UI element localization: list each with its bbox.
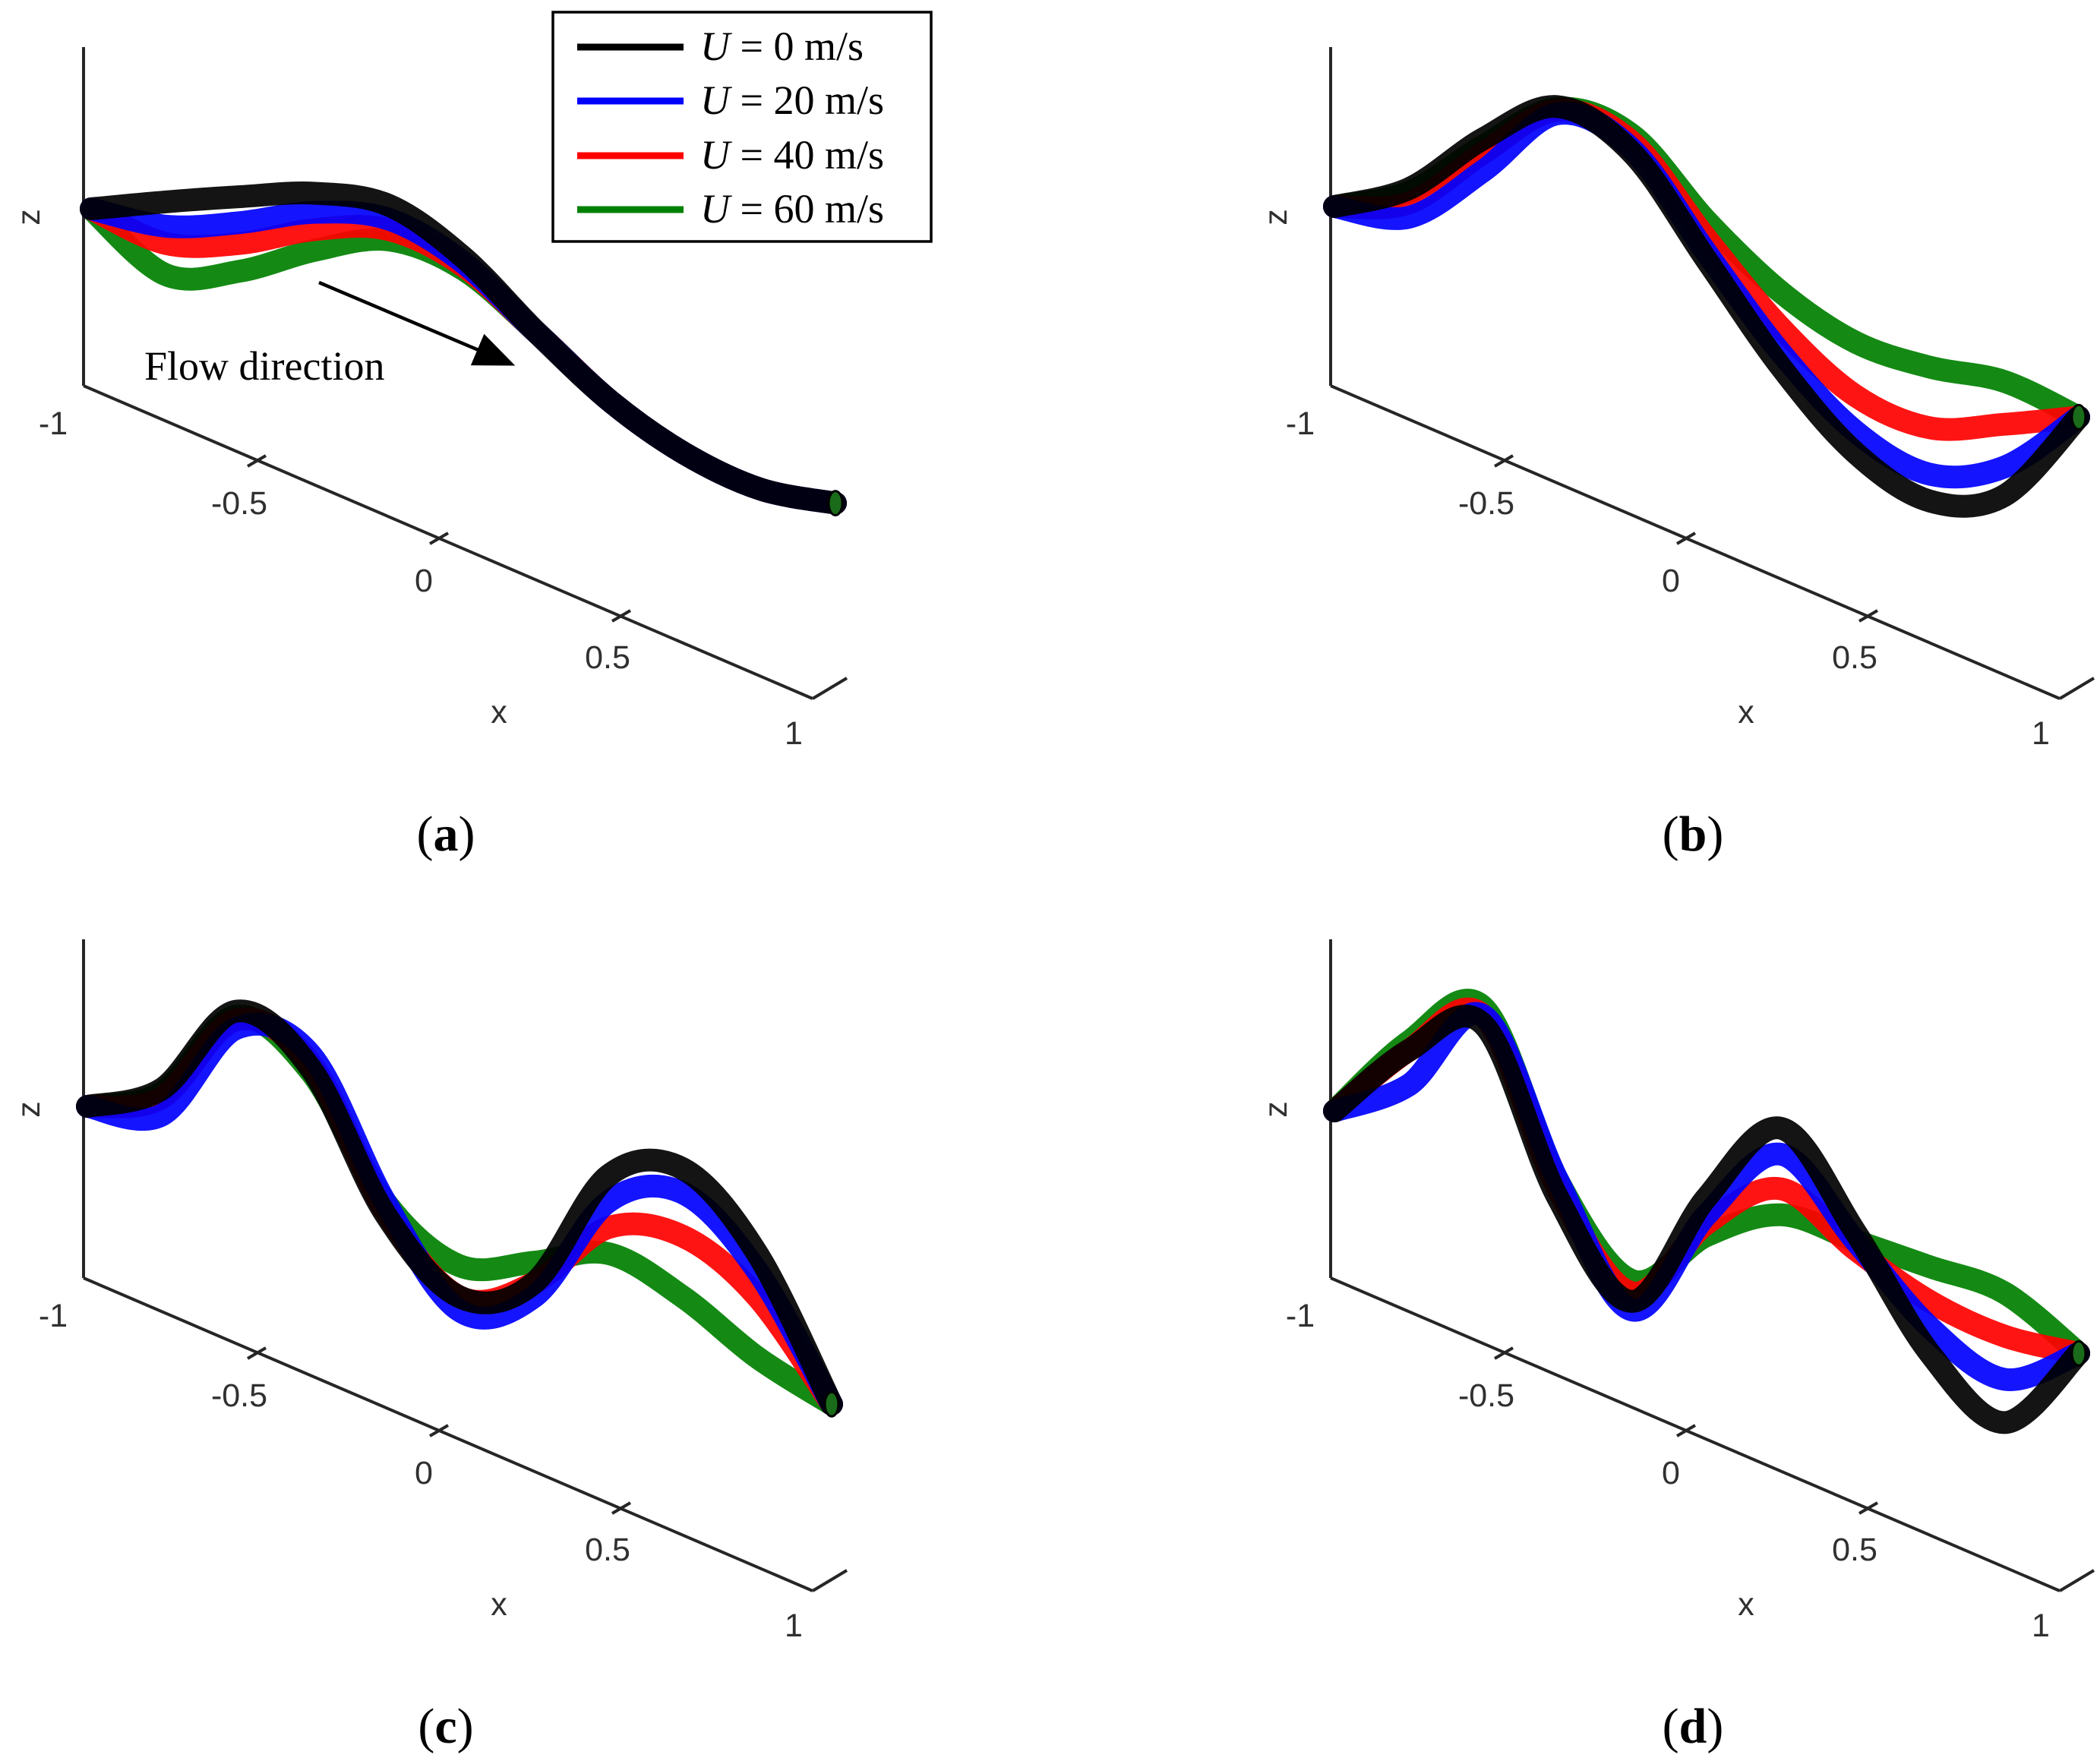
curves (1323, 95, 2090, 518)
x-axis (1330, 1276, 2061, 1592)
x-tick-label: 0 (1662, 563, 1680, 599)
z-axis-label: z (11, 1101, 47, 1118)
x-axis-end-tick (811, 1569, 848, 1592)
legend-label: U = 40 m/s (700, 132, 884, 178)
legend-label: U = 0 m/s (700, 24, 864, 69)
legend-entry: U = 40 m/s (577, 132, 884, 178)
x-tick-label: 1 (785, 715, 803, 752)
x-axis-label: x (491, 1586, 507, 1623)
legend: U = 0 m/s U = 20 m/s U = 40 m/s U = 60 m… (551, 11, 933, 243)
x-axis-label: x (1738, 694, 1754, 731)
z-axis-label: z (1258, 1101, 1294, 1118)
x-tick-label: 0 (1662, 1455, 1680, 1491)
z-axis-label: z (11, 209, 47, 226)
panel-caption: (a) (417, 806, 475, 862)
x-tick-label: 0 (415, 1455, 433, 1491)
x-axis (83, 384, 813, 700)
legend-entry: U = 20 m/s (577, 77, 884, 123)
x-tick-marks (1493, 1346, 1879, 1515)
x-tick-marks (246, 1346, 632, 1515)
x-tick-label: 1 (2032, 715, 2050, 752)
series-line-0-ms (80, 181, 847, 515)
x-tick-label: -1 (39, 1298, 68, 1334)
x-tick-label: 0 (415, 563, 433, 599)
x-axis-label: x (491, 694, 507, 731)
x-tick-marks (1493, 454, 1879, 623)
x-axis (1330, 384, 2061, 700)
x-axis (83, 1276, 813, 1592)
curves (76, 999, 843, 1418)
legend-entry: U = 0 m/s (577, 24, 864, 69)
x-tick-label: -0.5 (211, 485, 267, 522)
x-tick-label: 0.5 (1832, 1532, 1877, 1568)
curves (1323, 989, 2090, 1434)
x-tick-label: -0.5 (1458, 1377, 1514, 1414)
x-tick-label: -0.5 (211, 1377, 267, 1414)
x-tick-label: 0.5 (585, 1532, 630, 1568)
x-tick-label: -0.5 (1458, 485, 1514, 522)
tube-end-cap (823, 1390, 840, 1418)
panel-b: -1 -0.5 0 0.5 1 x z (b) (1258, 47, 2095, 862)
series-line-0-ms (1323, 95, 2090, 518)
panel-a: -1 -0.5 0 0.5 1 x z (a) Flow direction U… (11, 11, 933, 862)
legend-label: U = 60 m/s (700, 186, 884, 232)
z-axis-label: z (1258, 209, 1294, 226)
x-tick-label: 0.5 (1832, 639, 1877, 676)
curves (80, 181, 847, 517)
series-line-20-ms (76, 1012, 843, 1416)
x-tick-label: -1 (1286, 405, 1315, 442)
x-axis-label: x (1738, 1586, 1754, 1623)
x-tick-label: 1 (785, 1608, 803, 1644)
legend-label: U = 20 m/s (700, 77, 884, 123)
panel-caption: (b) (1663, 806, 1724, 862)
x-tick-label: -1 (39, 405, 68, 442)
x-tick-label: -1 (1286, 1298, 1315, 1334)
x-tick-marks (246, 454, 632, 623)
panel-c: -1 -0.5 0 0.5 1 x z (c) (11, 939, 848, 1754)
x-axis-end-tick (811, 677, 848, 700)
series-line-0-ms (76, 999, 843, 1416)
panel-d: -1 -0.5 0 0.5 1 x z (d) (1258, 939, 2095, 1754)
x-tick-label: 0.5 (585, 639, 630, 676)
x-tick-label: 1 (2032, 1608, 2050, 1644)
tube-end-cap (2070, 1340, 2087, 1367)
panel-caption: (c) (418, 1699, 473, 1754)
series-line-0-ms (1323, 1005, 2090, 1434)
x-axis-end-tick (2058, 677, 2095, 700)
tube-end-cap (827, 490, 844, 517)
x-axis-end-tick (2058, 1569, 2095, 1592)
legend-entry: U = 60 m/s (577, 186, 884, 232)
tube-end-cap (2070, 403, 2087, 431)
flow-direction-arrow (318, 280, 516, 366)
flow-direction-label: Flow direction (144, 343, 384, 389)
panel-caption: (d) (1663, 1699, 1724, 1754)
